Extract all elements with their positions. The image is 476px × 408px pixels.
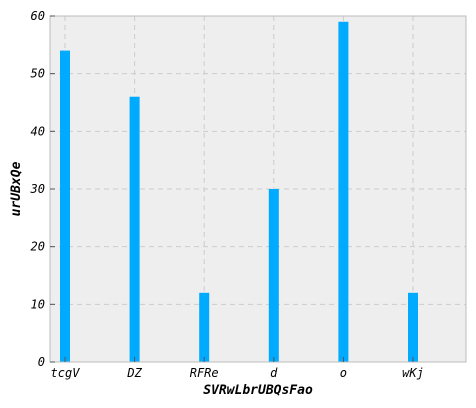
x-tick-label: DZ <box>126 366 142 380</box>
y-tick-label: 40 <box>31 124 45 138</box>
y-tick-label: 10 <box>31 297 45 311</box>
y-tick-label: 0 <box>38 355 45 369</box>
y-tick-label: 60 <box>31 9 45 23</box>
x-axis-label: SVRwLbrUBQsFao <box>203 383 313 398</box>
x-tick-label: tcgV <box>51 366 81 380</box>
bar-o <box>338 21 349 363</box>
x-tick-label: wKj <box>402 366 424 380</box>
x-axis-ticks: tcgV DZ RFRe d o wKj <box>51 357 424 380</box>
bars <box>60 21 418 363</box>
bar-RFRe <box>199 292 210 362</box>
x-tick-label: RFRe <box>190 366 219 380</box>
x-tick-label: d <box>270 366 278 380</box>
bar-tcgV <box>60 50 70 362</box>
y-axis-label: urUBxQe <box>9 161 24 216</box>
y-axis-ticks: 0 10 20 30 40 50 60 <box>30 9 55 369</box>
bar-wKj <box>408 292 418 362</box>
y-tick-label: 20 <box>31 240 45 254</box>
y-tick-label: 30 <box>30 182 45 196</box>
x-tick-label: o <box>340 366 347 380</box>
bar-DZ <box>129 96 140 362</box>
bar-d <box>268 189 279 362</box>
y-tick-label: 50 <box>31 67 45 81</box>
